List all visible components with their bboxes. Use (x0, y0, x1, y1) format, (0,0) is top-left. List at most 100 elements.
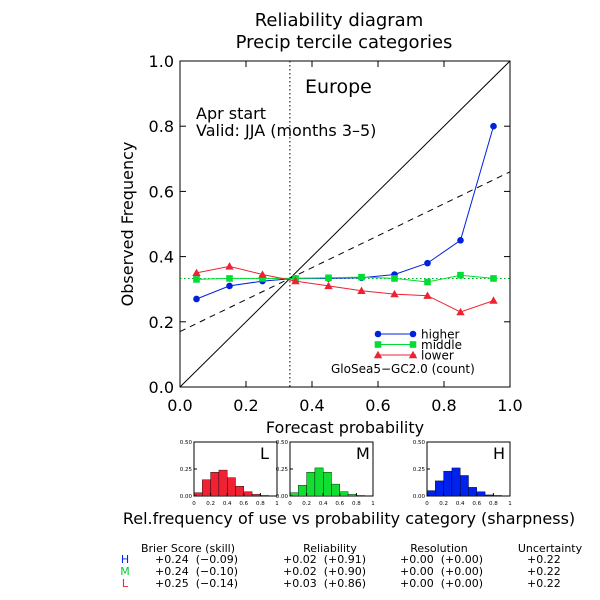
sharpness-bar-M (347, 494, 357, 497)
sharpness-x-tick-label: 0 (425, 501, 429, 507)
sharpness-y-tick-label: 0.00 (276, 494, 289, 500)
score-cell: +0.24 (−0.10) (155, 565, 238, 578)
sharpness-bar-L (243, 491, 253, 497)
data-point-lower (489, 296, 498, 304)
sharpness-y-tick-label: 0.00 (413, 494, 426, 500)
score-cell: +0.02 (+0.91) (283, 553, 366, 566)
y-tick-label: 0.6 (149, 182, 174, 201)
sharpness-x-tick-label: 0.8 (352, 501, 361, 507)
sharpness-bar-M (331, 483, 341, 497)
sharpness-bar-H (476, 491, 486, 497)
legend-model: GloSea5−GC2.0 (count) (331, 362, 475, 376)
data-point-higher (490, 122, 497, 130)
data-point-higher (226, 282, 233, 290)
y-tick-label: 1.0 (149, 52, 174, 71)
legend-label-middle: middle (421, 338, 462, 352)
sharpness-bar-H (484, 494, 494, 497)
perfect-reliability-line (179, 60, 511, 388)
data-point-lower (225, 262, 234, 270)
sharpness-caption: Rel.frequency of use vs probability cate… (123, 509, 575, 528)
score-cell: +0.02 (+0.90) (283, 565, 366, 578)
legend-marker-lower (408, 350, 418, 359)
y-tick-label: 0.2 (149, 313, 174, 332)
chart-subtitle: Precip tercile categories (236, 32, 453, 53)
sharpness-x-tick-label: 0.6 (335, 501, 344, 507)
plot-frame (179, 60, 511, 388)
score-row-label: M (120, 565, 130, 578)
sharpness-bar-H (468, 487, 478, 497)
sharpness-bar-L (210, 472, 220, 497)
sharpness-bar-L (202, 479, 211, 497)
data-point-lower (357, 286, 366, 295)
score-cell: +0.00 (+0.00) (400, 553, 483, 566)
data-point-lower (423, 291, 432, 299)
score-cell: +0.00 (+0.00) (400, 565, 483, 578)
score-header: Brier Score (skill) (141, 542, 235, 555)
x-tick-label: 0.4 (299, 396, 324, 415)
series-line-lower (196, 265, 494, 313)
score-cell: +0.03 (+0.86) (283, 577, 366, 590)
sharpness-bar-H (460, 475, 469, 497)
sharpness-panel-label: L (260, 444, 269, 463)
data-point-higher (424, 259, 431, 267)
legend-label-lower: lower (421, 349, 454, 363)
score-table: Brier Score (skill) Reliability Resolution… (120, 542, 582, 590)
data-point-middle (226, 275, 233, 282)
data-point-middle (391, 275, 398, 282)
sharpness-x-tick-label: 1 (508, 501, 512, 507)
data-point-middle (424, 278, 431, 286)
legend-label-higher: higher (421, 328, 460, 342)
main-plot-area: 0.00.0 0.2 0.2 0.4 0.4 0.6 0.6 0.8 0.8 1.0 1.0 (149, 52, 523, 415)
legend-marker-middle (374, 341, 382, 348)
x-tick-label: 0.0 (167, 396, 192, 415)
legend-marker-middle (409, 341, 417, 348)
sharpness-bar-L (226, 477, 236, 497)
sharpness-x-tick-label: 0.2 (206, 501, 215, 507)
x-tick-label: 0.8 (431, 396, 456, 415)
legend-marker-higher (374, 330, 382, 338)
sharpness-y-tick-label: 0.25 (276, 467, 289, 473)
x-tick-label: 0.2 (233, 396, 258, 415)
score-row-label: H (121, 553, 129, 566)
sharpness-panel-label: H (493, 444, 505, 463)
data-point-lower (456, 307, 465, 316)
data-point-lower (324, 281, 333, 290)
sharpness-x-tick-label: 0.2 (302, 501, 311, 507)
sharpness-bar-H (426, 490, 436, 497)
sharpness-bar-L (260, 495, 269, 497)
y-tick-label: 0.8 (149, 117, 174, 136)
score-cell: +0.25 (−0.14) (155, 577, 238, 590)
x-tick-label: 1.0 (497, 396, 522, 415)
data-point-lower (291, 276, 300, 285)
sharpness-x-tick-label: 1 (371, 501, 375, 507)
sharpness-y-tick-label: 0.50 (180, 440, 193, 446)
sharpness-x-tick-label: 0 (288, 501, 292, 507)
data-point-middle (358, 273, 365, 281)
sharpness-x-tick-label: 0.4 (223, 501, 232, 507)
sharpness-y-tick-label: 0.00 (180, 494, 193, 500)
y-tick-label: 0.0 (149, 378, 174, 397)
sharpness-y-tick-label: 0.50 (413, 440, 426, 446)
sharpness-y-tick-label: 0.25 (180, 467, 193, 473)
data-point-lower (258, 270, 267, 278)
data-point-middle (490, 275, 497, 282)
y-tick-label: 0.4 (149, 248, 174, 267)
sharpness-bar-M (339, 491, 349, 497)
sharpness-bar-L (235, 486, 245, 497)
score-header: Resolution (410, 542, 468, 555)
sharpness-x-tick-label: 0.8 (489, 501, 498, 507)
score-cell: +0.24 (−0.09) (155, 553, 238, 566)
data-point-middle (193, 276, 200, 283)
sharpness-y-tick-label: 0.25 (413, 467, 426, 473)
score-header: Reliability (303, 542, 357, 555)
score-cell: +0.22 (527, 577, 561, 590)
start-label: Apr start (196, 104, 266, 123)
sharpness-x-tick-label: 0.4 (319, 501, 328, 507)
sharpness-bar-H (493, 495, 502, 497)
data-point-middle (259, 275, 266, 282)
region-label: Europe (305, 76, 372, 98)
sharpness-bar-M (306, 472, 316, 497)
sharpness-bar-M (314, 467, 324, 497)
chart-title: Reliability diagram (255, 10, 424, 31)
